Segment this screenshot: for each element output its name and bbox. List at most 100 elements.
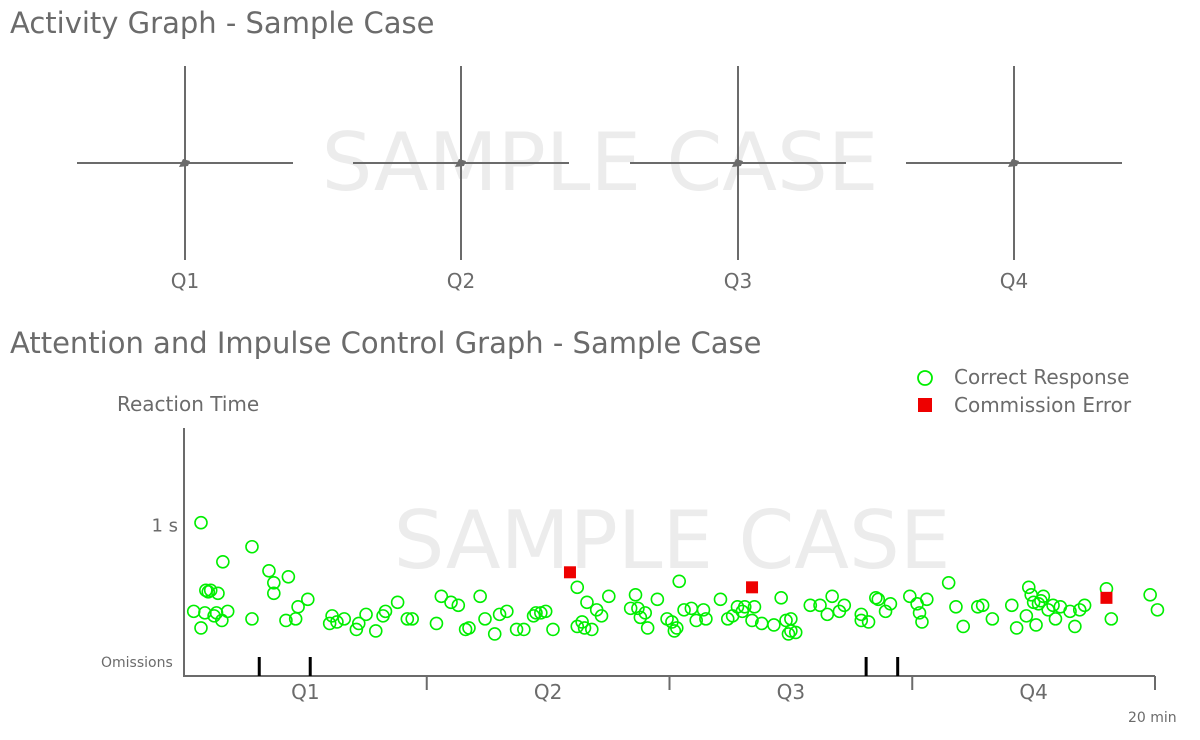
correct-response-point <box>330 615 344 629</box>
correct-response-point <box>949 600 963 614</box>
correct-response-point <box>975 598 990 613</box>
correct-response-point <box>1019 609 1034 623</box>
omissions-label: Omissions <box>101 655 173 671</box>
attention-graph-title: Attention and Impulse Control Graph - Sa… <box>10 326 762 360</box>
correct-response-point <box>956 619 971 634</box>
correct-response-point <box>291 600 305 614</box>
correct-response-point <box>279 613 293 628</box>
correct-response-point <box>1048 612 1063 626</box>
correct-response-point <box>878 604 893 619</box>
correct-response-point <box>713 592 728 607</box>
correct-response-point <box>747 600 762 614</box>
correct-response-point <box>351 616 366 631</box>
correct-response-point <box>883 597 898 611</box>
correct-response-point <box>220 604 235 619</box>
correct-response-point <box>199 583 213 598</box>
correct-response-point <box>301 592 315 607</box>
legend-correct-label: Correct Response <box>954 365 1129 389</box>
correct-response-point <box>473 589 487 604</box>
correct-response-point <box>322 616 337 631</box>
correct-response-point <box>871 592 886 607</box>
correct-response-point <box>390 595 405 610</box>
correct-response-point <box>672 574 687 589</box>
correct-response-point <box>262 563 276 578</box>
correct-response-point <box>774 591 788 605</box>
correct-response-point <box>349 622 364 637</box>
activity-graph-title: Activity Graph - Sample Case <box>10 6 435 40</box>
activity-trace <box>455 159 466 167</box>
correct-response-point <box>405 612 419 626</box>
correct-response-point <box>667 624 682 638</box>
correct-response-point <box>580 595 594 610</box>
correct-response-point <box>245 539 259 554</box>
correct-response-point <box>538 604 553 619</box>
correct-response-point <box>689 613 704 628</box>
correct-response-point <box>903 589 917 604</box>
correct-response-point <box>585 622 599 637</box>
legend: Correct Response Commission Error <box>917 365 1132 417</box>
activity-panel-q4: Q4 <box>906 66 1122 293</box>
correct-response-point <box>696 603 711 617</box>
activity-panel-q2: Q2 <box>353 66 569 293</box>
activity-panel-q3: Q3 <box>630 66 846 293</box>
correct-response-point <box>650 592 665 607</box>
legend-correct-marker <box>917 370 933 386</box>
commission-error-point <box>746 581 759 594</box>
correct-response-point <box>677 603 691 617</box>
correct-response-point <box>638 606 653 620</box>
correct-response-point <box>1009 621 1024 635</box>
legend-commission-label: Commission Error <box>954 393 1132 417</box>
activity-panel-label: Q3 <box>724 269 752 293</box>
correct-response-point <box>803 598 818 613</box>
correct-response-point <box>194 515 208 530</box>
correct-response-point <box>529 606 543 620</box>
correct-response-point <box>640 621 655 635</box>
correct-response-point <box>854 613 869 628</box>
correct-response-point <box>337 612 352 626</box>
correct-response-point <box>546 622 560 637</box>
y-axis-label: Reaction Time <box>117 392 259 416</box>
correct-response-point <box>186 604 201 619</box>
correct-response-point <box>359 607 373 622</box>
correct-response-point <box>861 615 876 629</box>
correct-response-point <box>825 589 839 604</box>
correct-response-point <box>1150 603 1165 617</box>
x-segment-label: Q1 <box>291 680 319 704</box>
correct-response-point <box>1046 598 1060 613</box>
x-segment-label: Q2 <box>534 680 562 704</box>
activity-panel-label: Q4 <box>1000 269 1028 293</box>
correct-response-point <box>444 595 458 610</box>
x-segment-label: Q4 <box>1019 680 1047 704</box>
correct-response-point <box>633 610 648 625</box>
correct-response-point <box>487 627 502 641</box>
x-axis-end-label: 20 min <box>1128 710 1177 726</box>
correct-response-point <box>1041 603 1055 617</box>
correct-response-point <box>684 601 699 616</box>
commission-error-point <box>563 566 576 579</box>
activity-trace <box>732 159 743 167</box>
correct-response-point <box>1036 589 1051 604</box>
correct-response-point <box>207 609 221 623</box>
activity-panel-label: Q2 <box>447 269 475 293</box>
correct-response-point <box>820 607 835 622</box>
correct-response-point <box>745 613 759 628</box>
correct-response-point <box>1143 588 1157 602</box>
correct-response-point <box>216 554 230 569</box>
correct-response-point <box>737 600 752 614</box>
correct-response-point <box>575 615 589 629</box>
correct-response-point <box>1029 618 1043 632</box>
correct-response-point <box>1104 612 1119 626</box>
correct-response-point <box>517 622 531 637</box>
correct-response-point <box>570 580 585 595</box>
correct-response-point <box>570 619 585 634</box>
activity-trace <box>179 159 190 167</box>
activity-panels: Q1 Q2 Q3 Q4 <box>77 66 1122 293</box>
correct-response-point <box>203 583 218 598</box>
activity-panel-q1: Q1 <box>77 66 293 293</box>
correct-response-point <box>1021 580 1036 595</box>
correct-response-point <box>451 598 466 613</box>
correct-response-point <box>869 591 883 605</box>
y-tick-label: 1 s <box>151 516 178 537</box>
correct-response-point <box>837 598 852 613</box>
